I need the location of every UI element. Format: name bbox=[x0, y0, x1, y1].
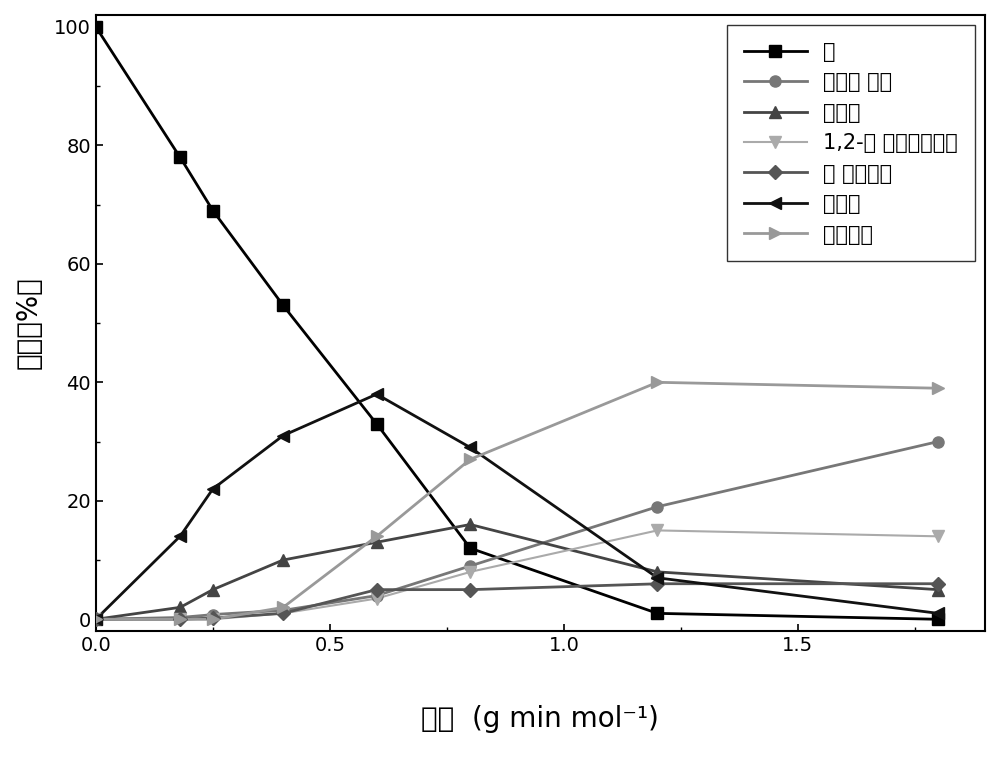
Legend: 詵, 全氢非 那烯, 全氢詵, 1,2-环 戊烷并十氢萌, 丙 基金冈烷, 六氢詵, 裂解产物: 詵, 全氢非 那烯, 全氢詵, 1,2-环 戊烷并十氢萌, 丙 基金冈烷, 六氢… bbox=[727, 26, 975, 261]
Text: 空时  (g min mol⁻¹): 空时 (g min mol⁻¹) bbox=[421, 705, 659, 733]
Y-axis label: 收率（%）: 收率（%） bbox=[15, 277, 43, 369]
